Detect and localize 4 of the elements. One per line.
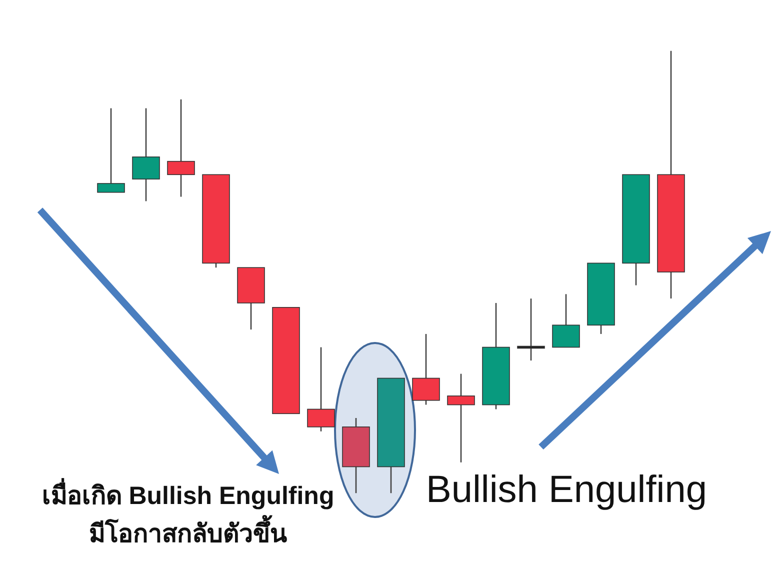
candlestick [97,108,125,193]
candlestick [517,298,545,362]
candlestick [447,373,475,463]
annotation: Bullish Engulfing [426,468,707,513]
